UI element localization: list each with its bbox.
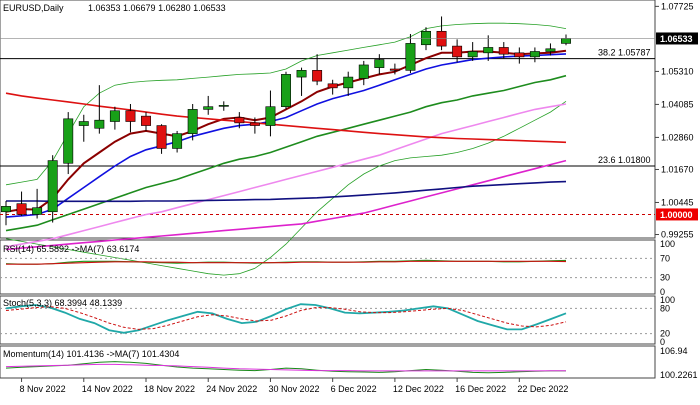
date-tick-label: 22 Dec 2022: [517, 384, 568, 394]
date-tick-label: 18 Nov 2022: [144, 384, 195, 394]
rsi-pane[interactable]: [0, 239, 656, 295]
candle-body[interactable]: [312, 70, 323, 82]
rsi-tick-label: 0: [660, 287, 665, 297]
candle-body[interactable]: [421, 30, 431, 46]
candle-body[interactable]: [529, 51, 540, 58]
candle-body[interactable]: [16, 203, 27, 215]
price-tick-label: 1.00445: [661, 197, 694, 207]
date-tick-label: 16 Dec 2022: [455, 384, 506, 394]
rsi-signal-line: [6, 260, 567, 265]
candle-body[interactable]: [156, 125, 167, 149]
candle-body[interactable]: [125, 110, 136, 122]
momentum-layer: [5, 361, 566, 374]
date-tick-label: 8 Nov 2022: [20, 384, 66, 394]
fib-level-label: 38.2 1.05787: [598, 48, 651, 58]
candle-body[interactable]: [265, 106, 276, 126]
rsi-tick-label: 100: [660, 239, 675, 249]
candle-body[interactable]: [467, 51, 478, 58]
stoch-signal-line: [5, 306, 567, 330]
rsi-layer: [0, 257, 655, 279]
price-tick-label: 1.04085: [661, 99, 694, 109]
candle-body[interactable]: [109, 110, 120, 122]
candle-body[interactable]: [389, 68, 400, 71]
price-pane[interactable]: [0, 0, 656, 239]
moving-average-line-4: [5, 103, 567, 248]
price-tick-label: 1.01670: [661, 164, 694, 174]
bollinger-lower-line: [5, 100, 567, 276]
candle-body[interactable]: [405, 43, 416, 71]
ohlc-readout: 1.06353 1.06679 1.06280 1.06533: [88, 3, 226, 13]
price-layer: 38.2 1.05787 23.6 1.01800: [0, 16, 655, 276]
candle-body[interactable]: [514, 52, 525, 58]
candle-body[interactable]: [281, 74, 291, 108]
candle-body[interactable]: [452, 45, 463, 58]
moving-average-line-6: [5, 159, 567, 251]
symbol-label: EURUSD,Daily: [3, 3, 64, 13]
momentum-line: [5, 361, 566, 374]
parity-price-tag: 1.00000: [660, 210, 693, 220]
rsi-tick-label: 30: [660, 273, 670, 283]
candle-body[interactable]: [296, 70, 307, 78]
candle-body[interactable]: [374, 59, 385, 68]
fib-level-label: 23.6 1.01800: [598, 155, 651, 165]
axis-layer: 1.07725 1.05310 1.04085 1.02860 1.01670 1.004…: [20, 1, 698, 394]
parity-price-tag-bg: [656, 208, 698, 221]
candle-body[interactable]: [483, 47, 494, 54]
stoch-main-line: [5, 303, 567, 334]
stoch-tick-label: 0: [660, 337, 665, 347]
moving-average-line-3: [5, 74, 567, 232]
stoch-title: Stoch(5,3,3) 68.3994 48.1339: [3, 298, 122, 308]
price-tick-label: 1.02860: [661, 132, 694, 142]
date-tick-label: 24 Nov 2022: [206, 384, 257, 394]
candle-body[interactable]: [218, 105, 229, 107]
candle-body[interactable]: [498, 47, 509, 55]
candle-body[interactable]: [94, 119, 105, 129]
momentum-tick-label: 100.2261: [660, 370, 698, 380]
rsi-tick-label: 70: [660, 253, 670, 263]
candle-body[interactable]: [358, 64, 369, 79]
momentum-signal-line: [5, 363, 566, 372]
date-tick-label: 30 Nov 2022: [268, 384, 319, 394]
moving-average-line-7: [6, 180, 567, 203]
stoch-layer: [0, 303, 655, 335]
stoch-tick-label: 100: [660, 295, 675, 305]
candle-body[interactable]: [249, 122, 260, 126]
price-tick-label: 1.07725: [661, 1, 694, 11]
candle-body[interactable]: [545, 48, 556, 52]
stoch-tick-label: 80: [660, 303, 670, 313]
candle-body[interactable]: [203, 106, 214, 110]
date-tick-label: 12 Dec 2022: [393, 384, 444, 394]
price-tick-label: 1.05310: [661, 66, 694, 76]
candle-body[interactable]: [187, 109, 198, 134]
price-tick-label: 0.99255: [661, 230, 694, 240]
candle-body[interactable]: [172, 133, 183, 149]
candle-body[interactable]: [32, 207, 43, 215]
candle-body[interactable]: [78, 121, 89, 126]
momentum-title: Momentum(14) 101.4136 ->MA(7) 101.4304: [3, 349, 179, 359]
candle-body[interactable]: [343, 76, 354, 89]
stoch-tick-label: 20: [660, 329, 670, 339]
current-price-tag-bg: [656, 32, 698, 45]
date-tick-label: 14 Nov 2022: [82, 384, 133, 394]
current-price-tag: 1.06533: [660, 34, 693, 44]
candle-body[interactable]: [63, 118, 74, 164]
momentum-tick-label: 106.94: [660, 346, 688, 356]
candle-body[interactable]: [141, 115, 151, 126]
rsi-title: RSI(14) 65.5892 ->MA(7) 63.6174: [3, 244, 139, 254]
date-tick-label: 6 Dec 2022: [331, 384, 377, 394]
candle-body[interactable]: [561, 38, 571, 44]
candle-body[interactable]: [234, 117, 245, 124]
candle-body[interactable]: [47, 160, 58, 213]
candle-body[interactable]: [1, 206, 11, 213]
candle-body[interactable]: [327, 83, 338, 89]
